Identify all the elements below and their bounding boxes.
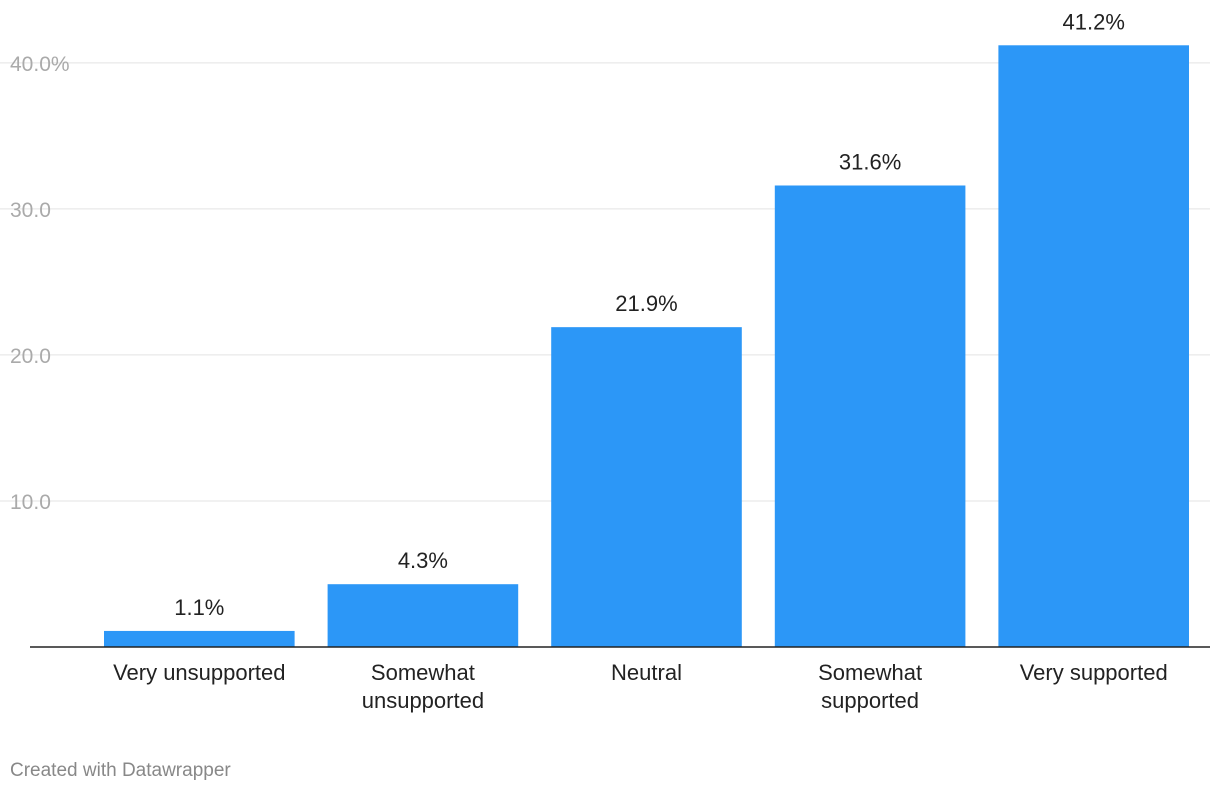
- x-category-label: Somewhat unsupported: [362, 660, 484, 713]
- bar-chart: 10.0 20.0 30.0 40.0% 1.1% Very unsupported 4.3…: [0, 9, 1210, 713]
- bar-value-label: 41.2%: [1063, 9, 1125, 34]
- bar: [998, 45, 1189, 647]
- y-tick-label: 40.0%: [10, 53, 70, 76]
- x-category-label: Very supported: [1020, 660, 1168, 685]
- x-category-label: Very unsupported: [113, 660, 285, 685]
- bar: [104, 630, 295, 647]
- bar-value-label: 4.3%: [398, 548, 448, 573]
- bars: [104, 45, 1189, 647]
- labels: 10.0 20.0 30.0 40.0% 1.1% Very unsupported 4.3…: [10, 9, 1168, 713]
- bar: [327, 584, 519, 647]
- y-tick-label: 20.0: [10, 345, 51, 368]
- credit-text: Created with Datawrapper: [10, 760, 231, 781]
- bar-value-label: 31.6%: [839, 149, 901, 174]
- x-category-label: Somewhat supported: [818, 660, 922, 713]
- bar-value-label: 1.1%: [174, 595, 224, 620]
- bar-value-label: 21.9%: [615, 291, 677, 316]
- bar: [774, 185, 966, 647]
- y-tick-label: 10.0: [10, 491, 51, 514]
- x-category-label: Neutral: [611, 660, 682, 685]
- y-tick-label: 30.0: [10, 199, 51, 222]
- bar: [551, 327, 742, 647]
